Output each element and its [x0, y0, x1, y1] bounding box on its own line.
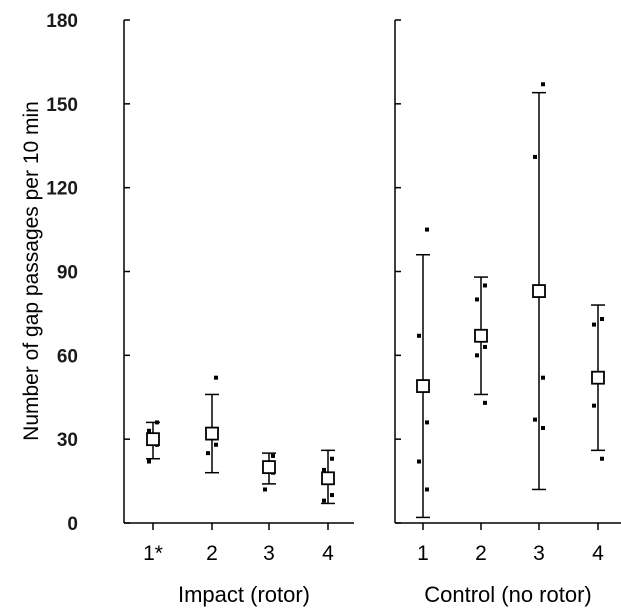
mean-marker [532, 284, 546, 298]
data-point [206, 451, 210, 456]
data-point [155, 420, 159, 425]
data-point [417, 459, 421, 464]
mean-marker [591, 370, 605, 385]
y-tick-label: 30 [57, 430, 78, 451]
x-tick-label: 4 [322, 542, 334, 565]
data-point [330, 493, 334, 498]
data-point [214, 375, 218, 380]
data-point [147, 428, 151, 433]
x-tick-label: 3 [533, 542, 545, 565]
data-point [592, 403, 596, 408]
data-point [214, 442, 218, 447]
mean-marker [262, 460, 276, 475]
data-point [600, 317, 604, 322]
y-tick-label: 0 [67, 514, 78, 535]
data-point [425, 227, 429, 232]
data-point [322, 498, 326, 503]
x-tick-label: 2 [206, 542, 218, 565]
data-point [483, 283, 487, 288]
mean-marker [416, 379, 430, 393]
panel-control: 1 2 3 4 [394, 19, 621, 565]
data-point [483, 400, 487, 405]
data-point [147, 459, 151, 464]
x-tick-label: 1 [417, 542, 429, 565]
data-point [417, 333, 421, 338]
y-tick-label: 90 [57, 263, 78, 284]
data-point [592, 322, 596, 327]
mean-marker [321, 471, 335, 486]
mean-marker [474, 328, 488, 343]
data-point [322, 467, 326, 472]
panel-label-impact: Impact (rotor) [178, 582, 310, 607]
data-point [263, 487, 267, 492]
data-point [541, 425, 545, 430]
data-point [600, 456, 604, 461]
y-tick-label: 150 [46, 95, 78, 116]
y-tick-label: 60 [57, 346, 78, 367]
data-point [533, 417, 537, 422]
panel-label-control: Control (no rotor) [424, 582, 592, 607]
data-point [271, 453, 275, 458]
data-point [475, 353, 479, 358]
data-point [541, 375, 545, 380]
mean-marker [146, 432, 160, 447]
y-axis-label: Number of gap passages per 10 min [20, 101, 43, 441]
data-point [425, 420, 429, 425]
x-tick-label: 1* [143, 542, 163, 565]
data-point [533, 154, 537, 159]
x-tick-label: 4 [592, 542, 604, 565]
data-point [330, 456, 334, 461]
panel-impact: 1* 2 3 4 [123, 19, 354, 565]
data-point [425, 487, 429, 492]
data-point [475, 297, 479, 302]
mean-marker [205, 426, 219, 441]
data-point [483, 344, 487, 349]
y-tick-label: 180 [46, 11, 78, 32]
y-tick-label: 120 [46, 179, 78, 200]
data-point [541, 82, 545, 87]
x-tick-label: 2 [475, 542, 487, 565]
x-tick-label: 3 [263, 542, 275, 565]
